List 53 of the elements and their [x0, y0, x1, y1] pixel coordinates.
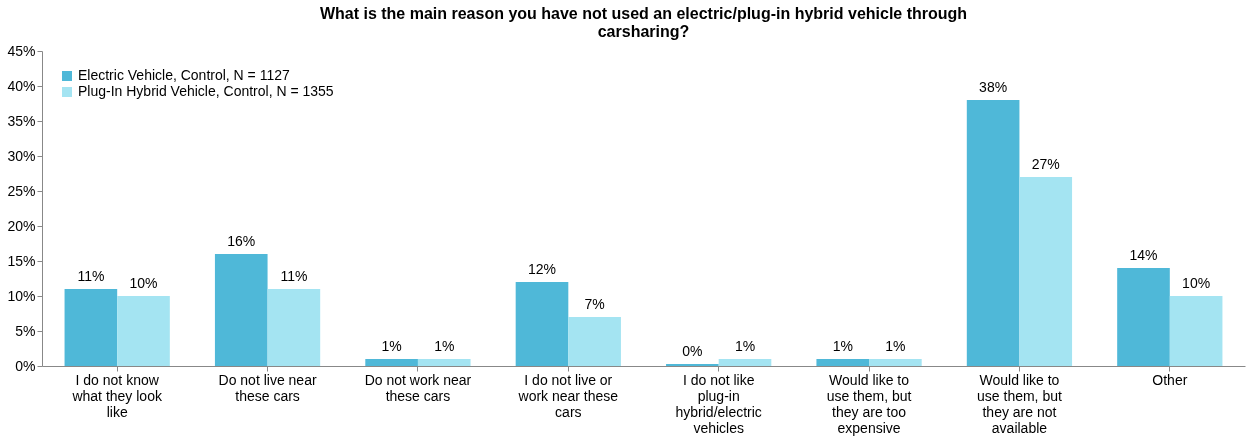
y-tick-label: 45% [7, 42, 36, 59]
bar [214, 254, 268, 366]
data-label: 1% [734, 338, 756, 354]
data-label: 38% [979, 79, 1008, 95]
y-tick-label: 40% [7, 77, 36, 94]
x-tick-label: I do not like plug-in hybrid/electric vehicles [675, 371, 762, 436]
bar [568, 317, 621, 366]
x-tick-label: Would like to use them, but they are too expensive [826, 371, 912, 436]
data-label: 1% [381, 338, 402, 354]
bar [966, 100, 1020, 366]
y-tick-label: 10% [7, 287, 36, 304]
x-tick-label: I do not know what they look like [71, 371, 163, 420]
x-tick-label: Other [1152, 371, 1188, 388]
x-tick-label: Do not work near these cars [364, 371, 472, 404]
data-label: 14% [1129, 247, 1158, 263]
data-label: 10% [1182, 275, 1211, 291]
bar [666, 363, 719, 366]
bar [1117, 268, 1170, 366]
data-label: 11% [77, 268, 105, 284]
data-label: 10% [129, 275, 158, 291]
y-tick-label: 25% [7, 182, 36, 199]
bar [816, 359, 870, 366]
data-label: 16% [227, 233, 256, 249]
data-label: 0% [682, 342, 703, 359]
y-tick-label: 30% [7, 147, 36, 164]
y-tick-label: 20% [7, 217, 36, 234]
bar [869, 359, 922, 366]
bar [1019, 177, 1073, 366]
y-tick-label: 35% [7, 112, 36, 129]
bar [515, 282, 569, 366]
bar [1169, 296, 1223, 366]
bar [417, 359, 471, 366]
x-tick-label: I do not live or work near these cars [517, 371, 619, 420]
bar [365, 359, 418, 366]
bar [117, 296, 170, 366]
bar [267, 289, 321, 366]
y-tick-label: 0% [15, 357, 36, 374]
y-tick-label: 15% [7, 252, 36, 269]
data-label: 11% [280, 268, 308, 284]
y-tick-label: 5% [15, 322, 36, 339]
data-label: 1% [885, 338, 906, 354]
data-label: 7% [584, 296, 605, 312]
bar [64, 289, 118, 366]
x-tick-label: Do not live near these cars [218, 371, 317, 404]
bar [718, 359, 772, 366]
x-tick-label: Would like to use them, but they are not available [977, 371, 1062, 436]
legend-label: Plug-In Hybrid Vehicle, Control, N = 1355 [78, 83, 334, 99]
data-label: 12% [527, 261, 557, 277]
chart-title: What is the main reason you have not used an electric/plug-in hybrid vehicle through carsharing? [319, 5, 968, 40]
legend-label: Electric Vehicle, Control, N = 1127 [78, 67, 290, 83]
data-label: 1% [832, 338, 853, 354]
data-label: 1% [434, 338, 455, 354]
data-label: 27% [1031, 156, 1060, 172]
